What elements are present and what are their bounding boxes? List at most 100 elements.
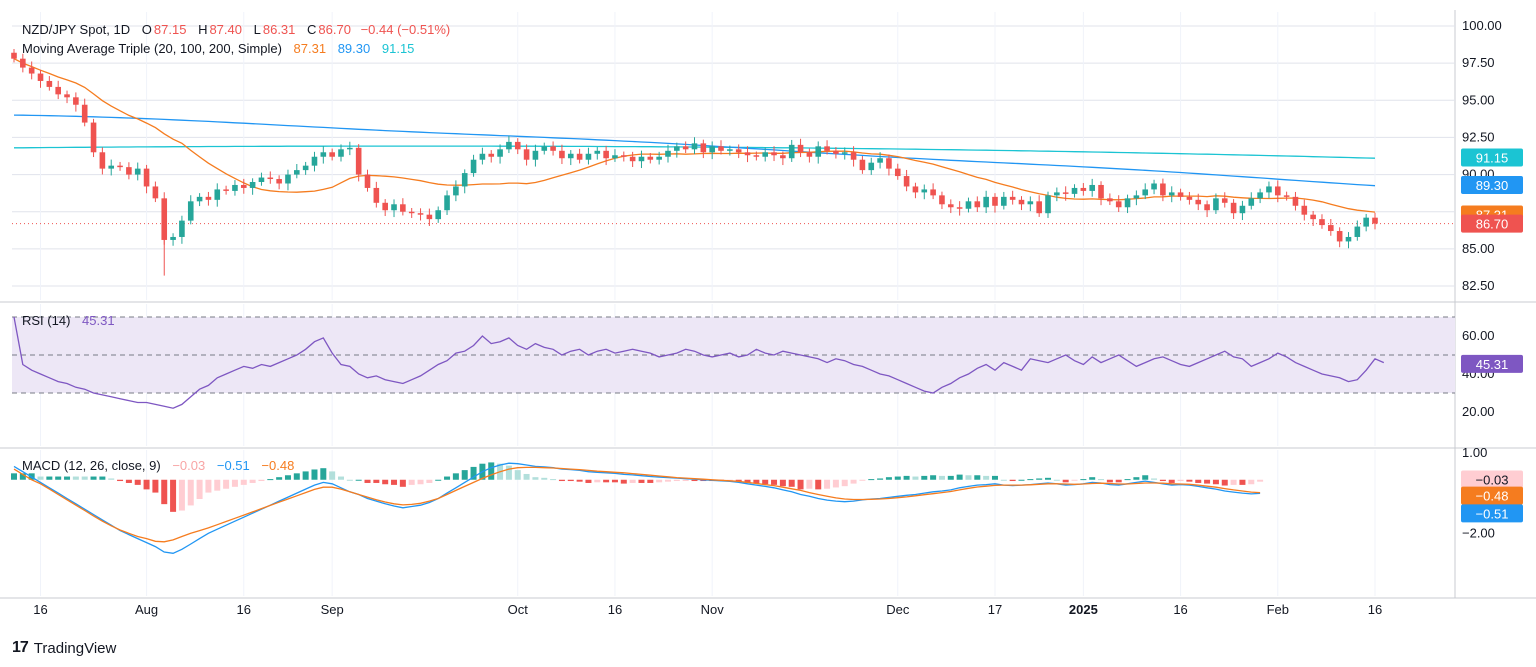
sma20-line <box>13 58 1376 213</box>
price-axis-label: 86.70 <box>1476 217 1509 232</box>
candle-body <box>532 150 539 160</box>
price-axis-label: 91.15 <box>1476 150 1509 165</box>
macd-histogram-bar <box>788 479 795 487</box>
macd-histogram-bar <box>1027 479 1034 481</box>
macd-histogram-bar <box>1071 479 1078 481</box>
candle-body <box>1345 236 1352 242</box>
time-tick-label: Aug <box>135 602 158 617</box>
candle-body <box>249 182 256 188</box>
tradingview-footer[interactable]: 17 TradingView <box>12 639 116 657</box>
macd-histogram-bar <box>576 479 583 482</box>
ma-legend: Moving Average Triple (20, 100, 200, Sim… <box>22 41 416 56</box>
candle-body <box>612 155 618 159</box>
candle-body <box>64 94 70 98</box>
macd-histogram-bar <box>647 479 654 483</box>
candle-body <box>1018 199 1025 205</box>
candle-body <box>691 143 698 150</box>
macd-histogram-bar <box>364 479 371 483</box>
price-tick-label: 85.00 <box>1462 241 1495 256</box>
macd-histogram-bar <box>1036 478 1043 480</box>
macd-histogram-bar <box>470 466 477 480</box>
macd-histogram-bar <box>930 475 937 480</box>
candle-body <box>930 189 936 196</box>
macd-histogram-bar <box>267 479 274 481</box>
macd-label: MACD (12, 26, close, 9) <box>22 458 161 473</box>
macd-histogram-bar <box>1212 479 1219 485</box>
macd-histogram-bar <box>1124 479 1131 481</box>
macd-histogram-bar <box>1080 479 1087 481</box>
macd-histogram-bar <box>806 479 813 489</box>
macd-histogram-bar <box>488 462 495 480</box>
candle-body <box>338 149 344 157</box>
macd-histogram-bar <box>99 476 106 480</box>
macd-histogram-bar <box>311 469 318 480</box>
time-tick-label: 17 <box>988 602 1002 617</box>
macd-histogram-bar <box>1115 479 1122 483</box>
macd-histogram-bar <box>938 475 945 480</box>
macd-histogram-bar <box>956 474 963 480</box>
macd-histogram-bar <box>1133 477 1140 480</box>
candle-body <box>1168 192 1175 196</box>
macd-histogram-bar <box>673 479 680 482</box>
macd-axis-label: −0.51 <box>1476 506 1509 521</box>
candle-body <box>1177 192 1184 197</box>
macd-histogram-bar <box>1053 479 1060 481</box>
time-tick-label: 16 <box>237 602 251 617</box>
macd-histogram-bar <box>1009 479 1016 482</box>
macd-histogram-bar <box>815 479 822 490</box>
candle-body <box>1151 183 1157 190</box>
candle-body <box>267 177 274 180</box>
candle-body <box>762 152 769 157</box>
macd-histogram-bar <box>603 479 610 483</box>
macd-histogram-bar <box>37 476 44 480</box>
candle-body <box>347 147 353 150</box>
macd-histogram-bar <box>912 476 919 480</box>
candle-body <box>1213 198 1219 211</box>
macd-histogram-bar <box>1018 479 1025 481</box>
candle-body <box>408 211 415 214</box>
candles-layer <box>11 49 1378 276</box>
macd-histogram-bar <box>541 477 548 480</box>
candle-body <box>364 174 371 188</box>
macd-histogram-bar <box>585 479 592 483</box>
macd-histogram-bar <box>382 479 389 485</box>
macd-histogram-bar <box>302 471 309 480</box>
rsi-tick-label: 20.00 <box>1462 404 1495 419</box>
candle-body <box>753 155 760 157</box>
macd-histogram-bar <box>558 479 565 482</box>
macd-histogram-bar <box>983 475 990 480</box>
candle-body <box>541 146 548 151</box>
candle-body <box>1230 202 1237 214</box>
candle-body <box>426 214 433 220</box>
grid-layer <box>0 10 1536 599</box>
candle-body <box>470 159 477 174</box>
candle-body <box>780 155 786 159</box>
macd-histogram-bar <box>1045 477 1052 480</box>
macd-histogram-bar <box>1151 478 1158 480</box>
candle-body <box>1257 192 1263 199</box>
candle-body <box>143 168 150 187</box>
candle-body <box>647 156 654 160</box>
macd-histogram-bar <box>452 473 459 480</box>
macd-histogram-bar <box>850 479 857 484</box>
candle-body <box>37 73 44 81</box>
candle-body <box>161 198 168 240</box>
macd-tick-label: 1.00 <box>1462 445 1487 460</box>
macd-layer <box>11 462 1264 554</box>
macd-histogram-bar <box>762 479 769 485</box>
candle-body <box>718 146 724 151</box>
candle-body <box>947 204 954 208</box>
candle-body <box>594 150 601 154</box>
tradingview-logo-icon: 17 <box>12 639 29 656</box>
candle-body <box>1239 205 1246 214</box>
change-value: −0.44 (−0.51%) <box>360 22 451 37</box>
macd-axis-label-bg <box>1461 470 1523 489</box>
macd-histogram-bar <box>55 476 62 480</box>
candle-body <box>806 152 813 157</box>
candle-body <box>1292 196 1299 206</box>
macd-histogram-bar <box>1248 479 1255 485</box>
candle-body <box>921 189 928 193</box>
high-label: H <box>198 22 208 37</box>
candle-body <box>727 149 733 151</box>
